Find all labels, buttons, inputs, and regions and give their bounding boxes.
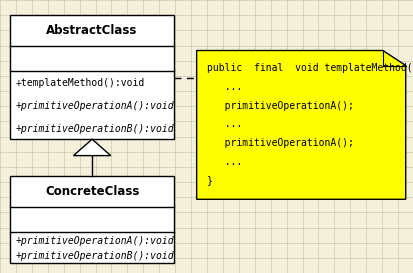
- Text: primitiveOperationA();: primitiveOperationA();: [206, 138, 353, 148]
- Bar: [10, 176, 173, 263]
- Polygon shape: [196, 51, 405, 199]
- Text: +primitiveOperationB():void: +primitiveOperationB():void: [15, 124, 173, 134]
- Text: public  final  void templateMethod(){: public final void templateMethod(){: [206, 63, 413, 73]
- Text: primitiveOperationA();: primitiveOperationA();: [206, 100, 353, 111]
- Text: +primitiveOperationA():void: +primitiveOperationA():void: [15, 101, 173, 111]
- Text: ConcreteClass: ConcreteClass: [45, 185, 139, 198]
- Bar: [10, 15, 173, 139]
- Text: +templateMethod():void: +templateMethod():void: [15, 79, 144, 88]
- Text: +primitiveOperationA():void: +primitiveOperationA():void: [15, 236, 173, 246]
- Polygon shape: [74, 139, 111, 156]
- Text: ...: ...: [206, 157, 242, 167]
- Text: ...: ...: [206, 82, 242, 92]
- Text: AbstractClass: AbstractClass: [46, 24, 138, 37]
- Text: ...: ...: [206, 119, 242, 129]
- Text: +primitiveOperationB():void: +primitiveOperationB():void: [15, 251, 173, 261]
- Text: }: }: [206, 176, 212, 186]
